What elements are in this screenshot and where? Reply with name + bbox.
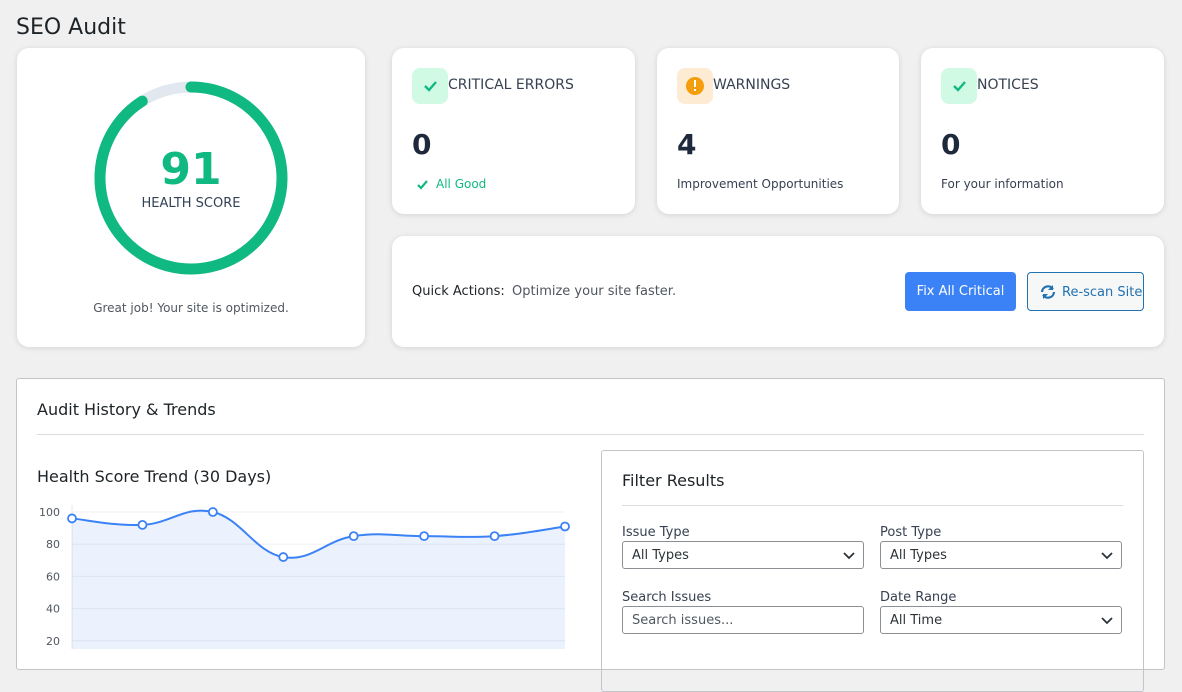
stat-note: Improvement Opportunities (677, 177, 844, 191)
point (489, 531, 500, 542)
select-value: All Types (890, 548, 947, 563)
y-tick-label: 100 (39, 506, 60, 519)
stat-card: CRITICAL ERRORS 0 All Good (392, 48, 635, 214)
rescan-button[interactable]: Re-scan Site (1027, 272, 1144, 311)
point (419, 531, 430, 542)
field-label: Date Range (880, 590, 957, 605)
point (137, 519, 148, 530)
placeholder: Search issues... (632, 613, 734, 628)
gauge (94, 81, 288, 275)
stat-title: WARNINGS (713, 77, 791, 93)
gauge-arc (94, 81, 288, 275)
button-label: Fix All Critical (916, 284, 1005, 299)
area (72, 510, 565, 649)
stat-note: For your information (941, 177, 1064, 191)
quick-label: Quick Actions: (412, 284, 505, 299)
line (71, 509, 566, 559)
check-icon (941, 68, 977, 104)
select-value: All Time (890, 613, 943, 628)
field-label: Search Issues (622, 590, 712, 605)
stat-value: 0 (941, 128, 961, 161)
y-tick-label: 40 (46, 603, 60, 616)
history-title: Audit History & Trends (37, 400, 216, 419)
page: SEO Audit 91 HEALTH SCORE Great job! You… (16, 15, 1165, 692)
check-icon (417, 180, 428, 190)
refresh-icon (1040, 285, 1056, 299)
page-title: SEO Audit (16, 15, 126, 40)
y-tick-label: 60 (46, 570, 60, 583)
point (560, 521, 570, 532)
filter-panel: Filter Results Issue Type All Types Post… (601, 450, 1144, 692)
line-chart: 20 40 60 80 100 (39, 505, 570, 649)
chart-title: Health Score Trend (30 Days) (37, 467, 272, 486)
warning-icon (677, 68, 713, 104)
date-range-select[interactable]: All Time (880, 606, 1122, 634)
point (67, 513, 77, 524)
fix-button[interactable]: Fix All Critical (905, 272, 1016, 311)
point (348, 531, 359, 542)
health-label: HEALTH SCORE (141, 196, 241, 211)
history-panel: Audit History & Trends Health Score Tren… (16, 378, 1165, 692)
stat-title: NOTICES (977, 77, 1039, 93)
stat-title: CRITICAL ERRORS (448, 77, 574, 93)
stat-card: WARNINGS 4 Improvement Opportunities (657, 48, 899, 214)
field-label: Issue Type (622, 525, 690, 540)
divider (37, 434, 1144, 435)
stat-value: 4 (677, 128, 697, 161)
point (207, 507, 218, 517)
stat-card: NOTICES 0 For your information (921, 48, 1164, 214)
select-value: All Types (632, 548, 689, 563)
search-input[interactable]: Search issues... (622, 606, 864, 634)
stat-note: All Good (436, 177, 487, 191)
divider (622, 505, 1123, 506)
y-tick-label: 20 (46, 635, 60, 648)
y-tick-label: 80 (46, 538, 60, 551)
health-card: 91 HEALTH SCORE Great job! Your site is … (17, 48, 365, 347)
field-label: Post Type (880, 525, 942, 540)
health-score: 91 (160, 144, 222, 195)
stat-value: 0 (412, 128, 432, 161)
issue-type-select[interactable]: All Types (622, 541, 864, 569)
filter-title: Filter Results (622, 471, 725, 490)
point (278, 552, 289, 562)
quick-text: Optimize your site faster. (512, 284, 677, 299)
health-message: Great job! Your site is optimized. (93, 301, 289, 315)
post-type-select[interactable]: All Types (880, 541, 1122, 569)
button-label: Re-scan Site (1062, 285, 1143, 300)
check-icon (412, 68, 448, 104)
quick-actions: Quick Actions: Optimize your site faster… (392, 236, 1164, 347)
